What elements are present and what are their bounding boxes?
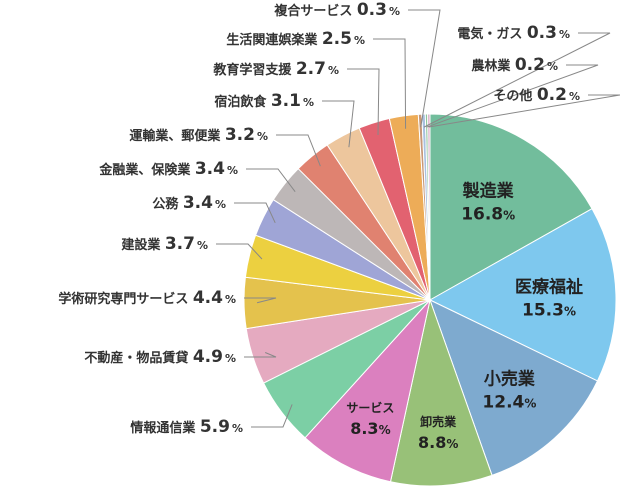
slice-14-leader [347,68,380,136]
slice-3 [429,299,599,476]
slice-5-value: 8.3% [350,419,390,438]
slice-19 [427,113,431,301]
slice-7-leader [244,352,277,358]
slice-1-label: 製造業 [462,180,514,201]
slice-19-leader [428,94,620,128]
slice-19-label: その他 0.2% [493,85,580,105]
slice-14-label: 教育学習支援 2.7% [212,59,339,79]
slice-4-value: 8.8% [418,433,458,452]
slice-9-label: 建設業 3.7% [121,234,208,254]
slice-15-leader [373,38,407,129]
slice-6-label: 情報通信業 5.9% [130,417,243,437]
slice-9-leader [216,243,263,260]
slice-5 [304,298,431,483]
slice-17-label: 電気・ガス 0.3% [457,23,570,43]
slice-4-label: 卸売業 [420,414,457,429]
slice-10-label: 公務 3.4% [152,193,226,213]
slice-3-value: 12.4% [482,393,536,413]
slice-8-leader [244,297,277,304]
slice-11-leader [246,168,296,192]
slice-7-label: 不動産・物品賃貸 4.9% [84,347,236,367]
pie-slices [243,113,617,487]
slice-18-leader [426,64,599,128]
slice-13-leader [322,100,355,148]
slice-10-leader [234,202,276,223]
slice-labels: 製造業 16.8% 医療福祉 15.3% 小売業 12.4% 卸売業 8.8% サービス 8.3%… [58,0,583,452]
slice-12-leader [276,134,321,167]
slice-2-label: 医療福祉 [515,276,583,297]
slice-13-label: 宿泊飲食 3.1% [214,91,314,111]
slice-5-label: サービス [346,400,394,415]
slice-4 [389,298,493,487]
slice-2 [428,208,617,382]
slice-18-label: 農林業 0.2% [471,55,558,75]
leader-lines [216,9,620,428]
slice-1-value: 16.8% [461,204,515,224]
slice-8-label: 学術研究専門サービス 4.4% [58,288,236,308]
slice-11-label: 金融業、保険業 3.4% [98,159,238,179]
slice-12-label: 運輸業、郵便業 3.2% [129,125,268,145]
slice-16-label: 複合サービス 0.3% [273,0,400,20]
slice-16-leader [408,9,441,128]
slice-17-leader [423,32,611,128]
slice-3-label: 小売業 [484,369,535,390]
slice-6-leader [251,404,293,428]
slice-2-value: 15.3% [522,300,576,320]
slice-15-label: 生活関連娯楽業 2.5% [226,29,365,49]
